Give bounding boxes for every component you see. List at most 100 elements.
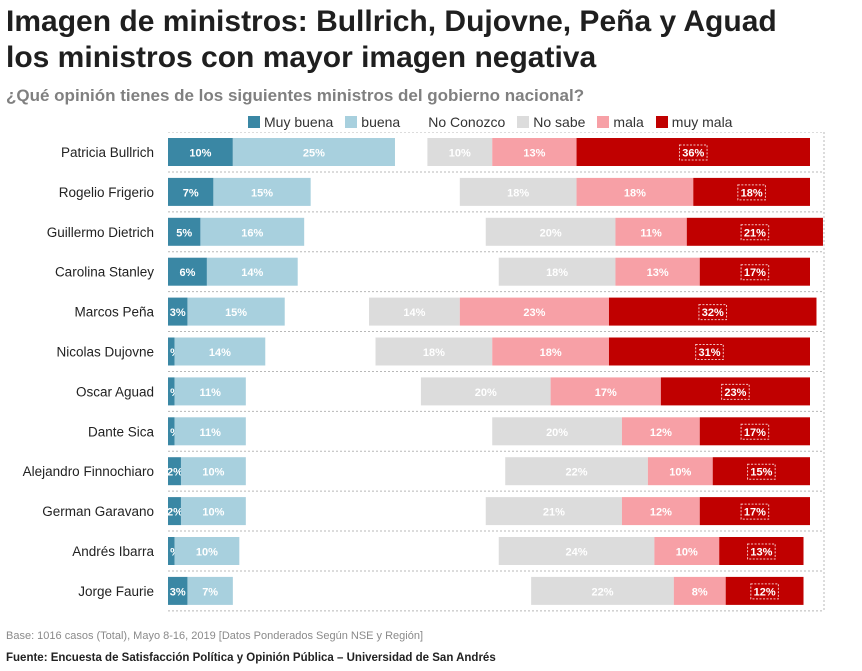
data-label: 36%	[682, 148, 704, 160]
data-label: 15%	[251, 187, 273, 199]
bar-buena	[174, 417, 246, 446]
data-label: 8%	[692, 586, 708, 598]
data-label: 14%	[241, 267, 263, 279]
legend-item-mala: mala	[597, 114, 644, 130]
data-label: 12%	[650, 507, 672, 519]
bar-muy-buena	[168, 337, 175, 366]
data-label-box	[737, 184, 766, 201]
data-label: 17%	[744, 267, 766, 279]
bar-muy-mala	[660, 377, 810, 406]
bar-buena	[187, 576, 233, 605]
bar-muy-buena	[168, 138, 233, 166]
data-label-box	[698, 304, 728, 321]
data-label: 13%	[750, 547, 772, 559]
data-label: 10%	[449, 148, 471, 160]
data-label: 10%	[196, 547, 218, 559]
bar-buena	[206, 257, 298, 286]
bar-muy-mala	[693, 177, 810, 206]
legend-label: muy mala	[671, 114, 733, 130]
data-label: 13%	[523, 148, 545, 160]
bar-muy-mala	[576, 138, 810, 166]
data-label: 23%	[523, 307, 545, 319]
legend-label: No Conozco	[428, 114, 506, 130]
category-label: Jorge Faurie	[78, 584, 154, 599]
chart-subtitle: ¿Qué opinión tienes de los siguientes mi…	[6, 86, 585, 105]
bar-mala	[576, 177, 694, 206]
data-label-box	[721, 383, 750, 400]
data-label-box	[740, 503, 770, 520]
data-label: 7%	[183, 187, 199, 199]
data-label: 17%	[595, 387, 617, 399]
data-label: 10%	[669, 467, 691, 479]
data-label: 21%	[744, 227, 766, 239]
data-label: 20%	[540, 227, 562, 239]
legend-label: buena	[361, 114, 401, 130]
legend-swatch	[248, 116, 260, 128]
data-label: 11%	[199, 387, 221, 399]
legend: Muy buena buena No Conozco No sabe mala muy m…	[248, 112, 744, 132]
bar-muy-buena	[168, 257, 207, 286]
category-label: Marcos Peña	[74, 305, 154, 320]
legend-label: mala	[613, 114, 644, 130]
data-label: 18%	[540, 347, 562, 359]
bar-no-sabe	[492, 417, 622, 446]
legend-label: No sabe	[533, 114, 586, 130]
category-label: Guillermo Dietrich	[47, 225, 154, 240]
bar-muy-mala	[712, 457, 810, 486]
data-label: 13%	[647, 267, 669, 279]
bar-muy-buena	[168, 377, 175, 406]
data-label: 17%	[744, 507, 766, 519]
category-label: Alejandro Finnochiaro	[23, 464, 154, 479]
data-label: 11%	[199, 427, 221, 439]
ministers-image-chart: Patricia Bullrich 10% 25% 10% 13% 36% Rogelio …	[23, 132, 825, 612]
bar-muy-mala	[699, 417, 810, 446]
data-label: 5%	[176, 227, 192, 239]
bar-buena	[213, 177, 311, 206]
data-label: 3%	[170, 307, 186, 319]
bar-buena	[180, 497, 246, 526]
bar-muy-buena	[168, 177, 214, 206]
legend-item-buena: buena	[345, 114, 400, 130]
data-label: 18%	[546, 267, 568, 279]
data-label-box	[747, 543, 776, 560]
bar-no-sabe	[459, 177, 577, 206]
data-label-box	[678, 144, 708, 161]
bar-no-sabe	[485, 217, 616, 246]
bar-mala	[647, 457, 713, 486]
bar-mala	[459, 297, 609, 326]
category-label: Nicolas Dujovne	[56, 345, 154, 360]
bar-buena	[187, 297, 285, 326]
category-label: German Garavano	[42, 504, 154, 519]
data-label: 2%	[167, 467, 183, 479]
data-label: 20%	[546, 427, 568, 439]
data-label: 22%	[591, 586, 613, 598]
data-label: 18%	[741, 187, 763, 199]
legend-swatch	[517, 116, 530, 128]
data-label: 21%	[543, 507, 565, 519]
bar-muy-buena	[168, 576, 188, 605]
legend-swatch	[655, 116, 668, 128]
bar-muy-mala	[699, 497, 810, 526]
bar-muy-buena	[168, 497, 181, 526]
data-label: 18%	[624, 187, 646, 199]
data-label-box	[740, 423, 770, 440]
bar-mala	[492, 337, 609, 366]
data-label: 24%	[566, 547, 588, 559]
chart-title: Imagen de ministros: Bullrich, Dujovne, …	[6, 4, 862, 76]
category-label: Dante Sica	[88, 424, 155, 439]
category-label: Patricia Bullrich	[61, 145, 154, 160]
legend-item-no-sabe: No sabe	[517, 114, 585, 130]
legend-swatch	[345, 116, 358, 128]
bar-mala	[492, 138, 577, 166]
data-label-box	[695, 344, 724, 360]
data-label: 10%	[676, 547, 698, 559]
data-label: 16%	[241, 227, 263, 239]
bar-muy-mala	[686, 217, 823, 246]
data-label: 18%	[507, 187, 529, 199]
bar-no-sabe	[505, 457, 648, 486]
data-label-box	[747, 463, 776, 480]
data-label: 18%	[423, 347, 445, 359]
bar-mala	[621, 417, 700, 446]
category-label: Oscar Aguad	[76, 384, 154, 399]
bar-mala	[621, 497, 700, 526]
